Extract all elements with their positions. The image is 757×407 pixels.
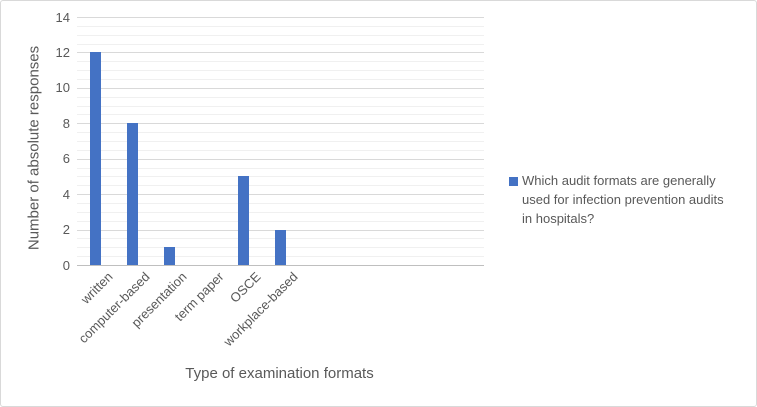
minor-gridline (76, 79, 484, 80)
minor-gridline (76, 105, 484, 107)
minor-gridline (76, 25, 484, 27)
minor-gridline (76, 34, 484, 36)
legend: Which audit formats are generally used f… (509, 171, 730, 228)
y-tick-label: 4 (62, 186, 70, 202)
y-tick-label: 10 (55, 80, 70, 96)
y-tick-label: 12 (55, 44, 70, 60)
legend-series-marker-icon (509, 177, 518, 186)
minor-gridline (76, 61, 484, 63)
minor-gridline (76, 141, 484, 142)
minor-gridline (76, 43, 484, 45)
major-gridline (76, 194, 484, 196)
y-tick-label: 8 (62, 115, 70, 131)
y-tick-label: 14 (55, 9, 70, 25)
major-gridline (76, 87, 484, 89)
x-axis-title: Type of examination formats (185, 365, 374, 382)
bar-computer-based (126, 123, 138, 265)
bar-presentation (163, 247, 175, 265)
minor-gridline (76, 96, 484, 98)
minor-gridline (76, 149, 484, 151)
bar-written (89, 52, 101, 265)
minor-gridline (76, 114, 484, 116)
y-tick-label: 6 (62, 151, 70, 167)
minor-gridline (76, 203, 484, 204)
minor-gridline (76, 132, 484, 134)
minor-gridline (76, 220, 484, 222)
y-axis-title: Number of absolute responses (25, 45, 43, 251)
bar-OSCE (237, 176, 249, 265)
bar-workplace-based (274, 229, 286, 265)
legend-label: Which audit formats are generally used f… (522, 173, 724, 226)
x-axis-line (76, 265, 484, 266)
major-gridline (76, 158, 484, 160)
major-gridline (76, 17, 484, 18)
minor-gridline (76, 167, 484, 169)
y-tick-label: 0 (62, 257, 70, 273)
major-gridline (76, 52, 484, 54)
minor-gridline (76, 70, 484, 72)
major-gridline (76, 123, 484, 125)
minor-gridline (76, 176, 484, 178)
minor-gridline (76, 185, 484, 187)
y-tick-label: 2 (62, 222, 70, 238)
minor-gridline (76, 211, 484, 213)
